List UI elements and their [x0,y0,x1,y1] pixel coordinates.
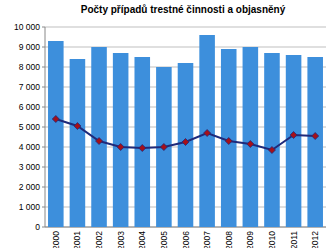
line [56,119,315,150]
bar [70,59,86,227]
x-tick-label: 2004 [137,231,147,248]
y-tick-label: 4 000 [19,142,41,152]
bar [178,63,194,227]
x-tick-label: 2008 [224,231,234,248]
marker [139,145,146,152]
y-tick-label: 5 000 [19,122,41,132]
bar [48,41,64,227]
title: Počty případů trestné činnosti a objasně… [81,4,286,15]
x-tick-label: 2002 [94,231,104,248]
plot-area [48,35,323,227]
x-tick-label: 2012 [310,231,320,248]
y-tick-label: 0 [35,222,40,232]
grid-line [45,27,326,28]
x-tick-label: 2003 [116,231,126,248]
marker [52,116,59,123]
bar [286,55,302,227]
marker [182,139,189,146]
x-tick-label: 2007 [202,231,212,248]
bar [134,57,150,227]
marker [290,132,297,139]
y-tick-label: 6 000 [19,102,41,112]
y-tick-label: 2 000 [19,182,41,192]
chart: Počty případů trestné činnosti a objasně… [0,0,330,248]
x-tick-label: 2011 [289,231,299,248]
x-tick-label: 2009 [245,231,255,248]
bar [243,47,259,227]
x-tick-label: 2001 [72,231,82,248]
bar [199,35,215,227]
marker [74,123,81,130]
bar [264,53,280,227]
x-tick-label: 2000 [51,231,61,248]
marker [117,144,124,151]
marker [96,138,103,145]
marker [247,141,254,148]
marker [160,144,167,151]
y-tick-label: 3 000 [19,162,41,172]
marker [225,138,232,145]
x-tick-label: 2010 [267,231,277,248]
grid-line [45,47,326,48]
marker [268,147,275,154]
y-tick-label: 9 000 [19,42,41,52]
bar [113,53,129,227]
y-axis [45,27,46,227]
x-tick-label: 2006 [181,231,191,248]
y-tick-label: 10 000 [14,22,40,32]
y-tick-label: 7 000 [19,82,41,92]
marker [204,130,211,137]
marker [312,133,319,140]
y-tick-label: 8 000 [19,62,41,72]
y-tick-label: 1 000 [19,202,41,212]
x-tick-label: 2005 [159,231,169,248]
bar [307,57,323,227]
